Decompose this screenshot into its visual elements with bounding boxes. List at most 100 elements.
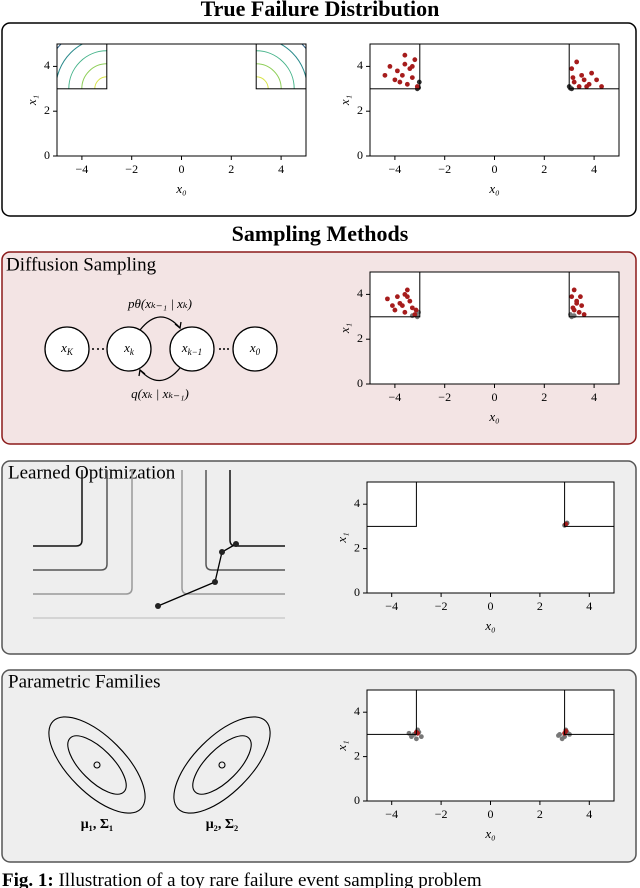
x-tick-label: 0 — [488, 599, 494, 613]
node-label: xk — [123, 340, 135, 357]
y-axis-label: x₁ — [334, 740, 349, 751]
point — [402, 52, 408, 58]
y-axis-label: x₁ — [24, 95, 39, 106]
point — [407, 298, 413, 304]
panel-label: Parametric Families — [8, 671, 160, 692]
plot-frame — [369, 43, 620, 157]
point — [399, 72, 405, 78]
ellipsis-dots — [92, 348, 229, 350]
plot-frame — [366, 689, 615, 802]
point — [569, 66, 575, 72]
point — [578, 294, 583, 300]
point — [414, 736, 419, 742]
x-tick-label: 4 — [586, 807, 592, 821]
plot-frame — [56, 43, 307, 157]
point — [569, 294, 575, 300]
x-axis-label: x₀ — [488, 181, 499, 196]
node-sub: k — [130, 347, 135, 357]
plot-frame — [369, 271, 620, 385]
transition-label: pθ(xₖ₋₁ | xₖ) — [127, 296, 192, 311]
y-tick-label: 2 — [357, 331, 363, 345]
y-tick-label: 4 — [354, 704, 360, 718]
point — [559, 736, 565, 742]
point — [571, 79, 577, 85]
point — [382, 72, 388, 78]
transition-label: q(xₖ | xₖ₋₁) — [131, 386, 189, 401]
plot-area — [367, 482, 614, 593]
point — [402, 61, 408, 67]
x-tick-label: −4 — [385, 807, 398, 821]
plot-area — [370, 44, 619, 156]
point — [394, 294, 400, 300]
y-tick-label: 0 — [44, 148, 50, 162]
x-tick-label: −4 — [385, 599, 398, 613]
x-tick-label: 2 — [541, 390, 547, 404]
y-tick-label: 4 — [44, 58, 50, 72]
chart: −4 −2 0 2 4 0 2 4 x₀ x₁ — [334, 481, 615, 633]
point — [579, 72, 585, 78]
chart: −4 −2 0 2 4 0 2 4 x₀ x₁ — [337, 271, 620, 424]
point — [579, 303, 585, 308]
point — [412, 312, 418, 317]
point — [397, 79, 403, 85]
panel-label: Diffusion Sampling — [6, 254, 157, 275]
y-tick-label: 2 — [357, 103, 363, 117]
point — [418, 734, 424, 740]
point — [599, 84, 604, 89]
point — [402, 309, 408, 315]
y-tick-label: 0 — [354, 793, 360, 807]
chart: −4 −2 0 2 4 0 2 4 x₀ x₁ — [337, 43, 620, 196]
node-label: xk−1 — [181, 340, 202, 357]
plot-area — [57, 44, 306, 156]
heading: Sampling Methods — [232, 221, 409, 246]
x-axis-label: x₀ — [484, 618, 495, 633]
point — [387, 64, 393, 69]
x-tick-label: −2 — [435, 807, 448, 821]
x-tick-label: 4 — [278, 162, 284, 176]
x-tick-label: 0 — [492, 390, 498, 404]
point — [394, 68, 400, 74]
y-tick-label: 0 — [357, 376, 363, 390]
point — [574, 59, 580, 65]
point — [414, 84, 420, 89]
point — [574, 298, 580, 304]
chart: −4 −2 0 2 4 0 2 4 x₀ x₁ — [24, 43, 307, 196]
point — [570, 75, 576, 80]
x-tick-label: −2 — [438, 390, 451, 404]
y-tick-label: 2 — [354, 540, 360, 554]
node-base: x — [249, 340, 256, 355]
optimization-diagram — [33, 470, 285, 619]
y-tick-label: 0 — [357, 148, 363, 162]
caption: Fig. 1: Illustration of a toy rare failu… — [2, 870, 482, 888]
node-base: x — [123, 340, 130, 355]
point — [570, 305, 576, 311]
diffusion-diagram — [44, 316, 278, 382]
x-tick-label: 4 — [586, 599, 592, 613]
x-tick-label: 2 — [537, 807, 543, 821]
x-tick-label: −4 — [389, 390, 402, 404]
y-tick-label: 4 — [354, 496, 360, 510]
x-tick-label: 2 — [541, 162, 547, 176]
node-label: xK — [60, 340, 74, 357]
point — [390, 303, 395, 308]
point — [576, 309, 582, 315]
point — [556, 733, 561, 738]
heading: True Failure Distribution — [201, 0, 440, 21]
point — [409, 75, 415, 80]
x-tick-label: −2 — [435, 599, 448, 613]
x-tick-label: 4 — [591, 162, 597, 176]
point — [412, 57, 418, 63]
point — [409, 305, 415, 311]
y-tick-label: 4 — [357, 58, 363, 72]
caption-text: Illustration of a toy rare failure event… — [58, 870, 481, 888]
y-tick-label: 4 — [357, 286, 363, 300]
node-base: x — [181, 340, 188, 355]
y-axis-label: x₁ — [334, 532, 349, 543]
y-tick-label: 0 — [354, 585, 360, 599]
point — [581, 77, 587, 83]
point — [413, 307, 419, 313]
x-axis-label: x₀ — [484, 826, 495, 841]
node-sub: K — [66, 347, 74, 357]
point — [404, 287, 410, 293]
